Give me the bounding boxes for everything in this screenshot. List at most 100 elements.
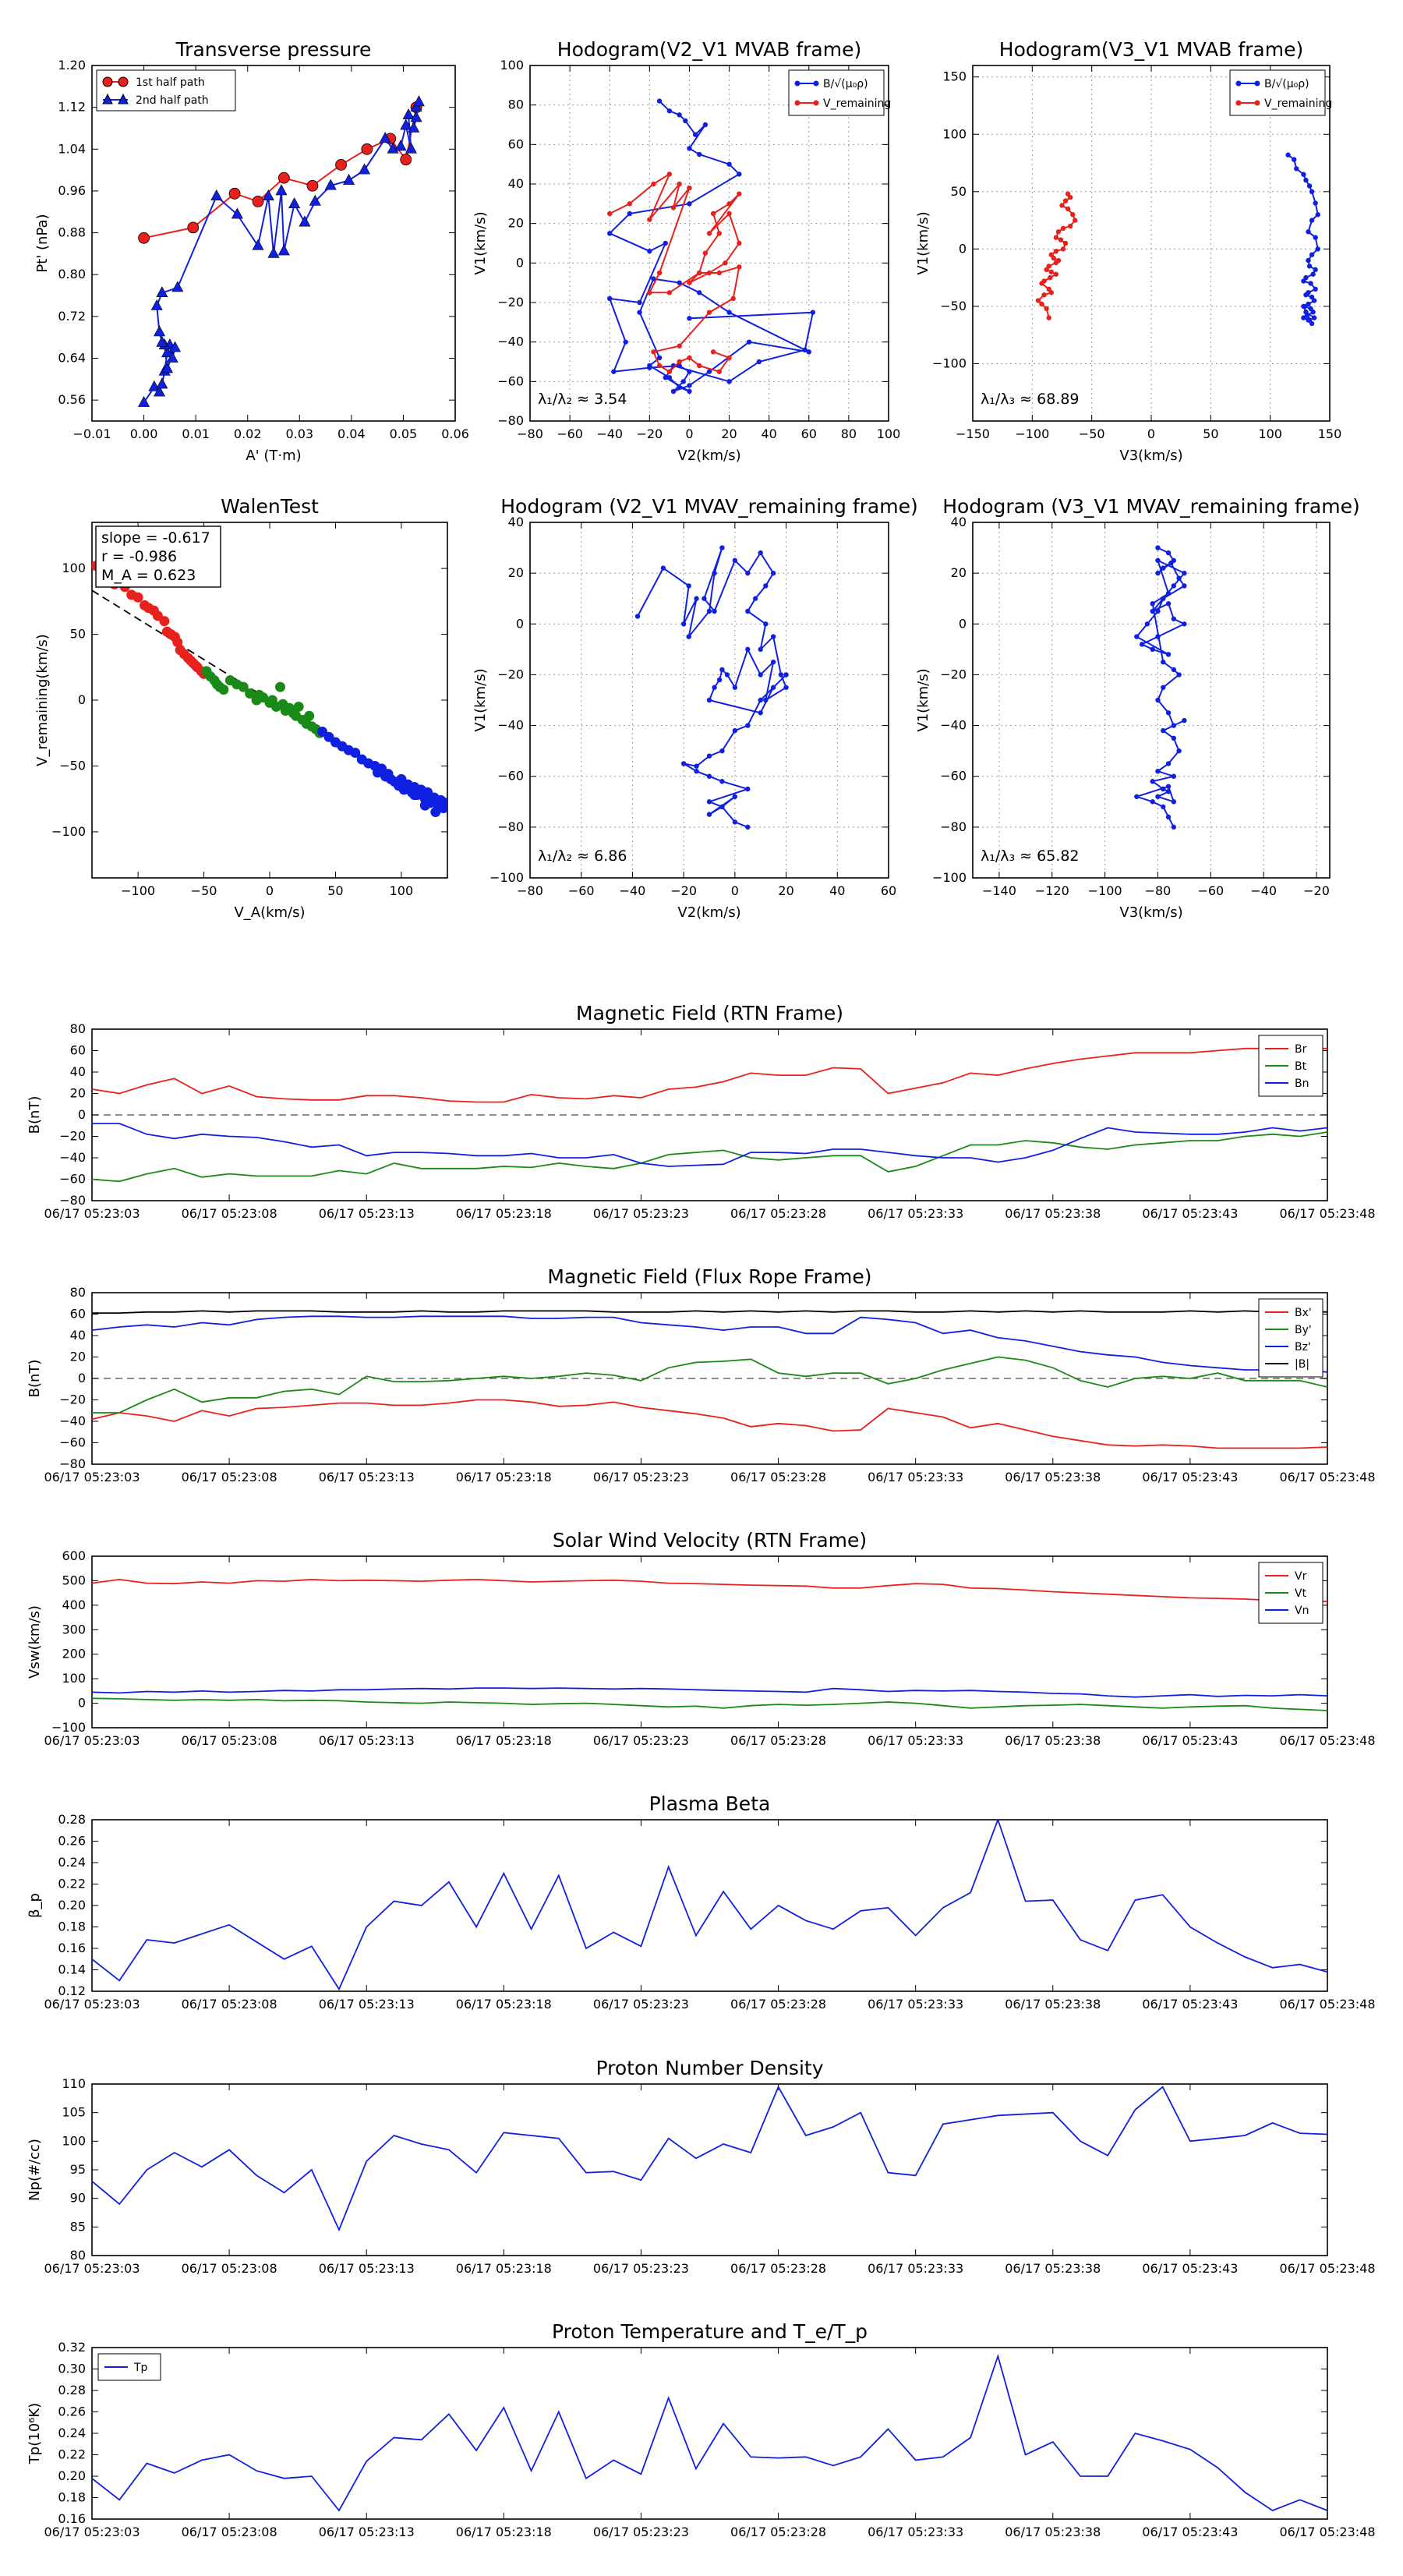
chart-title: Magnetic Field (RTN Frame) (576, 1002, 843, 1024)
data-point (1165, 601, 1172, 607)
y-tick-label: 40 (508, 176, 524, 191)
y-tick-label: 0 (78, 1696, 86, 1711)
y-tick-label: −50 (940, 299, 967, 313)
data-point (1165, 710, 1172, 716)
data-point (1165, 652, 1172, 657)
panel-beta: 06/17 05:23:03 06/17 05:23:08 06/17 05:23:… (27, 1792, 1376, 2012)
data-point (210, 189, 223, 200)
data-point (166, 351, 178, 363)
legend-label: Vn (1295, 1605, 1309, 1617)
x-tick-label: 06/17 05:23:13 (319, 1997, 415, 2012)
y-tick-label: 0.18 (58, 2490, 86, 2505)
panel-mf_rtn: 06/17 05:23:03 06/17 05:23:08 06/17 05:23:… (27, 1002, 1376, 1221)
x-tick-label: 06/17 05:23:28 (730, 1470, 826, 1484)
data-point (677, 384, 682, 391)
y-tick-label: 40 (70, 1328, 86, 1343)
data-point (778, 672, 784, 678)
data-point (758, 672, 763, 678)
y-tick-label: 1.20 (58, 58, 86, 73)
data-point (1165, 591, 1172, 596)
data-point (770, 685, 776, 690)
data-point (687, 185, 692, 191)
plot-area (92, 1310, 1327, 1449)
x-tick-label: 60 (801, 426, 817, 441)
x-tick-label: 06/17 05:23:28 (730, 1733, 826, 1748)
y-axis-label: Pt' (nPa) (34, 214, 51, 272)
data-point (156, 286, 168, 298)
data-point (1150, 799, 1155, 805)
x-axis-label: A' (T·m) (246, 448, 301, 464)
x-tick-label: 06/17 05:23:03 (44, 1997, 140, 2012)
x-tick-label: 06/17 05:23:48 (1279, 1206, 1375, 1221)
y-tick-label: 0.16 (58, 2511, 86, 2526)
plot-frame (529, 522, 889, 879)
y-tick-label: 20 (70, 1086, 86, 1101)
x-tick-label: 06/17 05:23:28 (730, 1997, 826, 2012)
data-point (1285, 152, 1291, 157)
data-point (763, 621, 769, 627)
data-point (1070, 212, 1076, 218)
legend-marker (1254, 100, 1260, 106)
data-point (716, 231, 722, 236)
x-tick-label: 06/17 05:23:33 (868, 1997, 963, 2012)
data-point (670, 205, 677, 211)
data-point (1161, 659, 1166, 665)
data-point (770, 570, 776, 576)
plot-area (138, 95, 425, 407)
chart-title: Hodogram (V2_V1 MVAV_remaining frame) (500, 495, 918, 518)
data-point (1182, 621, 1187, 627)
data-point (1176, 748, 1182, 754)
data-point (1161, 786, 1166, 792)
data-point (1161, 596, 1166, 601)
y-tick-label: 0.72 (58, 309, 86, 324)
y-tick-label: 0.30 (58, 2362, 86, 2376)
data-point (623, 339, 628, 345)
y-tick-label: −100 (489, 870, 524, 885)
data-point (1053, 260, 1059, 266)
x-tick-label: 06/17 05:23:18 (456, 2525, 552, 2539)
y-tick-label: 0.18 (58, 1920, 86, 1934)
x-tick-label: 06/17 05:23:23 (593, 1206, 689, 1221)
data-point (723, 260, 728, 266)
data-point (656, 363, 663, 369)
panel-tp_temp: 06/17 05:23:03 06/17 05:23:08 06/17 05:23:… (27, 2320, 1376, 2539)
data-point (1310, 271, 1316, 277)
y-tick-label: 50 (70, 627, 86, 642)
data-point (726, 379, 732, 384)
data-point (1309, 252, 1315, 257)
y-tick-label: 100 (500, 58, 524, 73)
data-point (409, 790, 420, 801)
data-point (138, 232, 150, 244)
data-point (627, 201, 632, 207)
data-point (806, 349, 811, 355)
y-tick-label: 0.96 (58, 183, 86, 198)
data-point (656, 355, 663, 361)
plot-frame (91, 1555, 1328, 1729)
x-tick-label: 06/17 05:23:38 (1005, 2261, 1101, 2276)
legend-marker (1235, 80, 1242, 87)
panel-vsw: 06/17 05:23:03 06/17 05:23:08 06/17 05:23:… (27, 1529, 1376, 1748)
data-point (1313, 200, 1318, 206)
x-tick-label: −50 (191, 883, 217, 898)
x-tick-label: 06/17 05:23:38 (1005, 1206, 1101, 1221)
x-tick-label: 06/17 05:23:38 (1005, 1733, 1101, 1748)
legend-label: B/√(μ₀ρ) (823, 78, 868, 90)
y-tick-label: 0 (78, 692, 86, 707)
y-tick-label: −100 (51, 1720, 86, 1735)
data-point (262, 189, 274, 200)
x-axis-label: V3(km/s) (1119, 904, 1182, 921)
x-tick-label: −20 (1303, 883, 1330, 898)
data-point (651, 181, 656, 187)
data-point (159, 616, 170, 627)
series-line-Bz (92, 1315, 1327, 1373)
data-point (400, 119, 412, 130)
x-tick-label: 06/17 05:23:48 (1279, 2525, 1375, 2539)
x-tick-label: −40 (1250, 883, 1277, 898)
data-point (810, 310, 816, 315)
data-point (1058, 237, 1064, 242)
data-point (172, 637, 183, 648)
x-tick-label: −50 (1079, 426, 1105, 441)
plot-area (1035, 152, 1320, 327)
data-point (1067, 194, 1073, 200)
y-tick-label: −80 (59, 1193, 86, 1208)
